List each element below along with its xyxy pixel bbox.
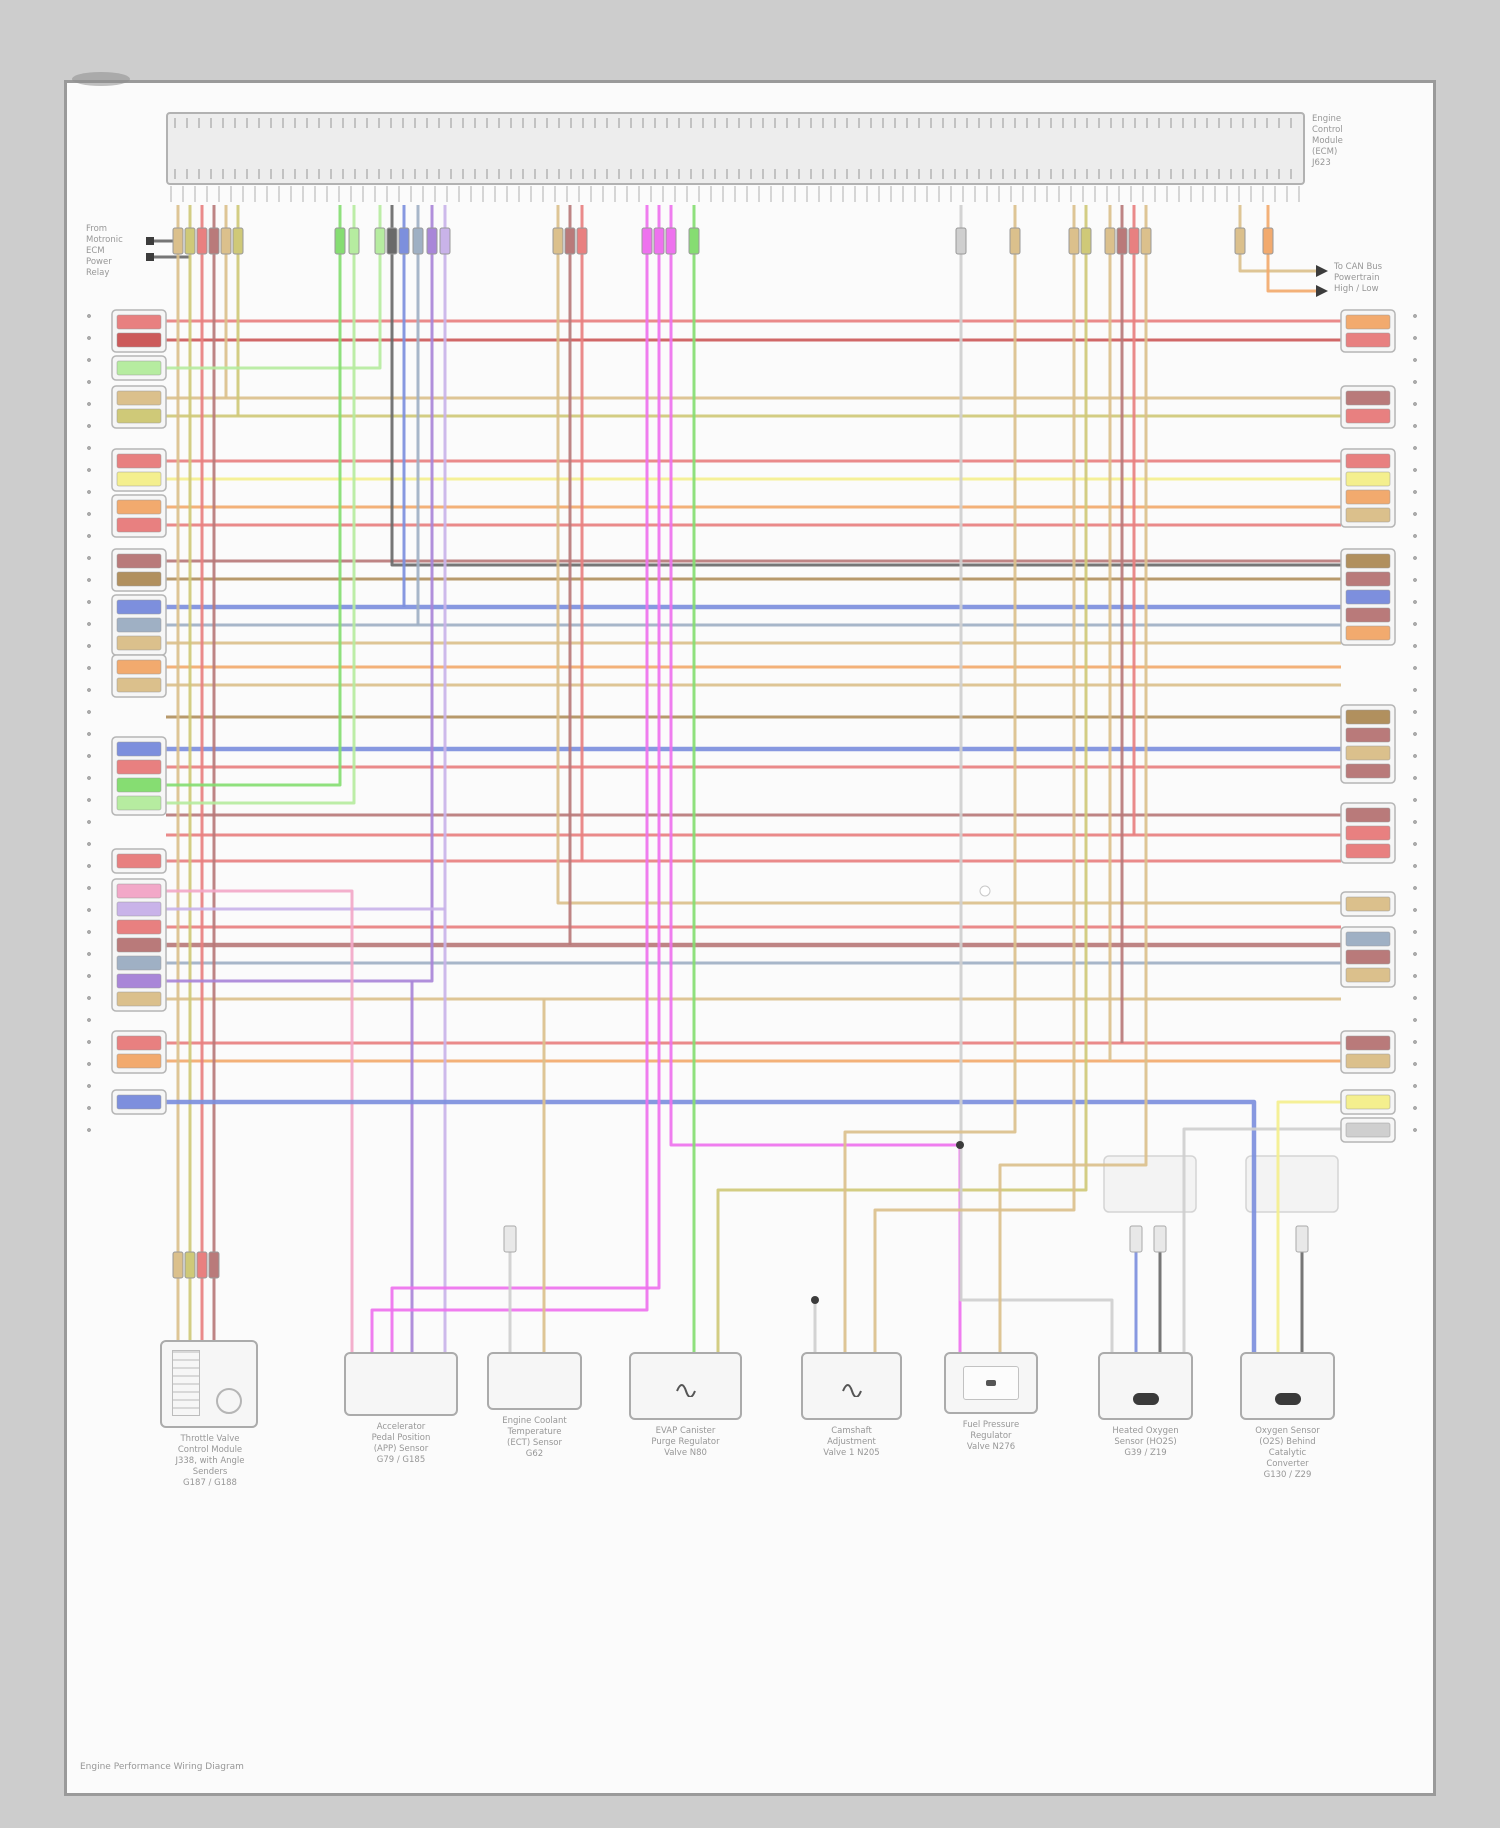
label-line: Accelerator <box>376 1422 426 1432</box>
throttle-connector-comb <box>172 1350 200 1416</box>
app-label: Accelerator Pedal Position (APP) Sensor … <box>324 1422 478 1466</box>
note-line: Relay <box>86 267 110 278</box>
left-connector-blocks <box>111 309 167 1115</box>
valve-icon <box>841 1384 862 1397</box>
diagram-sheet-border <box>64 80 1436 1796</box>
camshaft-valve <box>801 1352 902 1420</box>
ecm-label-line: Control <box>1312 124 1343 135</box>
label-line: (APP) Sensor <box>373 1443 429 1454</box>
fuel-label: Fuel Pressure Regulator Valve N276 <box>924 1420 1058 1453</box>
throttle-label: Throttle Valve Control Module J338, with… <box>130 1434 290 1488</box>
ghost-connector-blocks <box>1103 1155 1339 1213</box>
note-line: From <box>86 224 108 234</box>
label-line: Throttle Valve <box>180 1434 240 1444</box>
power-source-note: From Motronic ECM Power Relay <box>86 224 144 278</box>
right-pin-dot-column <box>1408 306 1422 1148</box>
fuel-pressure-valve <box>944 1352 1038 1414</box>
label-line: Temperature <box>507 1426 562 1437</box>
label-line: G39 / Z19 <box>1124 1447 1167 1458</box>
label-line: Oxygen Sensor <box>1255 1426 1320 1436</box>
label-line: J338, with Angle <box>175 1455 245 1466</box>
label-line: Purge Regulator <box>651 1436 720 1447</box>
note-line: Powertrain <box>1334 272 1380 283</box>
app-sensor <box>344 1352 458 1416</box>
o2-sensor-element-icon <box>1274 1393 1301 1405</box>
cam-label: Camshaft Adjustment Valve 1 N205 <box>781 1426 922 1459</box>
ecm-label-line: Engine <box>1312 114 1342 124</box>
note-line: ECM <box>86 245 105 256</box>
ecm-pin-stub-row <box>170 186 1301 202</box>
ecm-label-line: J623 <box>1312 157 1331 168</box>
junction-markers <box>146 237 1328 1304</box>
note-line: To CAN Bus <box>1334 262 1383 272</box>
label-line: Catalytic <box>1268 1447 1307 1458</box>
label-line: Valve N276 <box>966 1441 1016 1452</box>
label-line: Converter <box>1266 1458 1309 1469</box>
inline-connector-stubs <box>172 227 1309 1279</box>
o2s-label: Oxygen Sensor (O2S) Behind Catalytic Con… <box>1220 1426 1355 1480</box>
label-line: (ECT) Sensor <box>507 1437 562 1448</box>
label-line: (O2S) Behind <box>1259 1436 1316 1447</box>
ecm-pin-row-top <box>174 118 1297 128</box>
note-line: High / Low <box>1334 283 1379 294</box>
note-line: Motronic <box>86 234 123 245</box>
label-line: Sensor (HO2S) <box>1114 1436 1177 1447</box>
valve-icon <box>675 1384 696 1397</box>
ecm-label: Engine Control Module (ECM) J623 <box>1312 114 1422 168</box>
ecm-pin-row-bottom <box>174 169 1297 179</box>
label-line: Adjustment <box>827 1436 876 1447</box>
scan-artifact <box>72 72 130 86</box>
can-bus-note: To CAN Bus Powertrain High / Low <box>1334 262 1426 295</box>
label-line: Engine Coolant <box>502 1416 567 1426</box>
label-line: G130 / Z29 <box>1263 1469 1312 1480</box>
ect-sensor <box>487 1352 582 1410</box>
horizontal-wires <box>166 319 1341 1063</box>
note-line: Power <box>86 256 112 267</box>
label-line: Valve N80 <box>664 1447 707 1458</box>
footer-caption: Engine Performance Wiring Diagram <box>80 1762 244 1772</box>
label-line: EVAP Canister <box>655 1426 716 1436</box>
label-line: Senders <box>192 1466 228 1477</box>
right-connector-blocks <box>1340 309 1396 1143</box>
label-line: Valve 1 N205 <box>823 1447 880 1458</box>
o2s-sensor <box>1240 1352 1335 1420</box>
left-pin-dot-column <box>82 306 96 1148</box>
ho2s-sensor <box>1098 1352 1193 1420</box>
label-line: G79 / G185 <box>376 1454 426 1465</box>
label-line: G62 <box>525 1448 544 1459</box>
o2-sensor-element-icon <box>1132 1393 1159 1405</box>
label-line: Heated Oxygen <box>1112 1426 1179 1436</box>
label-line: Control Module <box>177 1444 243 1455</box>
ecm-label-line: Module <box>1312 135 1343 146</box>
throttle-valve-module <box>160 1340 258 1428</box>
evap-label: EVAP Canister Purge Regulator Valve N80 <box>609 1426 762 1459</box>
evap-valve <box>629 1352 742 1420</box>
throttle-motor-icon <box>216 1388 242 1414</box>
ect-label: Engine Coolant Temperature (ECT) Sensor … <box>467 1416 602 1460</box>
valve-mark-icon <box>986 1379 996 1386</box>
ecm-connector-block <box>166 112 1305 185</box>
label-line: Pedal Position <box>371 1432 431 1443</box>
ecm-label-line: (ECM) <box>1312 146 1338 157</box>
label-line: G187 / G188 <box>183 1477 237 1488</box>
fuel-valve-inner <box>963 1366 1019 1400</box>
label-line: Regulator <box>970 1430 1012 1441</box>
ho2s-label: Heated Oxygen Sensor (HO2S) G39 / Z19 <box>1078 1426 1213 1459</box>
label-line: Fuel Pressure <box>962 1420 1020 1430</box>
label-line: Camshaft <box>831 1426 872 1436</box>
